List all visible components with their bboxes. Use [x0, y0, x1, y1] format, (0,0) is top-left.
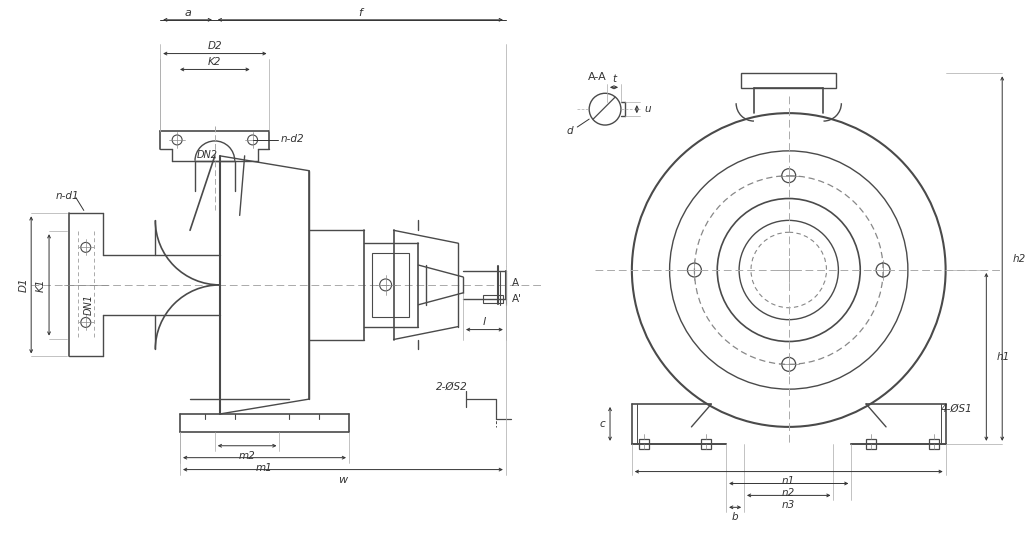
- Text: A: A: [512, 278, 519, 288]
- Bar: [639, 439, 648, 449]
- Bar: [866, 439, 876, 449]
- Text: DN2: DN2: [196, 150, 218, 160]
- Text: b: b: [732, 512, 739, 522]
- Text: A': A': [512, 294, 522, 304]
- Bar: [371, 253, 409, 317]
- Text: D1: D1: [18, 277, 29, 292]
- Text: DN1: DN1: [84, 294, 93, 315]
- Text: w: w: [339, 475, 348, 484]
- Text: K1: K1: [36, 278, 46, 292]
- Text: 2-ØS2: 2-ØS2: [436, 382, 468, 392]
- Text: l: l: [483, 317, 486, 327]
- Text: h1: h1: [996, 352, 1010, 362]
- Bar: [741, 73, 836, 89]
- Text: t: t: [611, 74, 616, 84]
- Text: c: c: [599, 419, 605, 429]
- Text: a: a: [184, 8, 191, 18]
- Text: n-d1: n-d1: [56, 191, 80, 200]
- Bar: [929, 439, 939, 449]
- Text: m1: m1: [256, 463, 273, 472]
- Text: h2: h2: [1012, 254, 1025, 263]
- Text: D2: D2: [207, 41, 223, 50]
- Text: n-d2: n-d2: [280, 134, 304, 144]
- Text: A-A: A-A: [588, 72, 606, 83]
- Bar: [702, 439, 711, 449]
- Bar: [483, 295, 503, 303]
- Text: n1: n1: [782, 477, 795, 487]
- Text: u: u: [644, 104, 652, 114]
- Text: 4-ØS1: 4-ØS1: [941, 404, 973, 414]
- Text: n2: n2: [782, 488, 795, 498]
- Text: n3: n3: [782, 500, 795, 510]
- Text: m2: m2: [239, 451, 255, 460]
- Text: K2: K2: [208, 56, 222, 66]
- Text: f: f: [358, 8, 362, 18]
- Text: d: d: [566, 126, 574, 136]
